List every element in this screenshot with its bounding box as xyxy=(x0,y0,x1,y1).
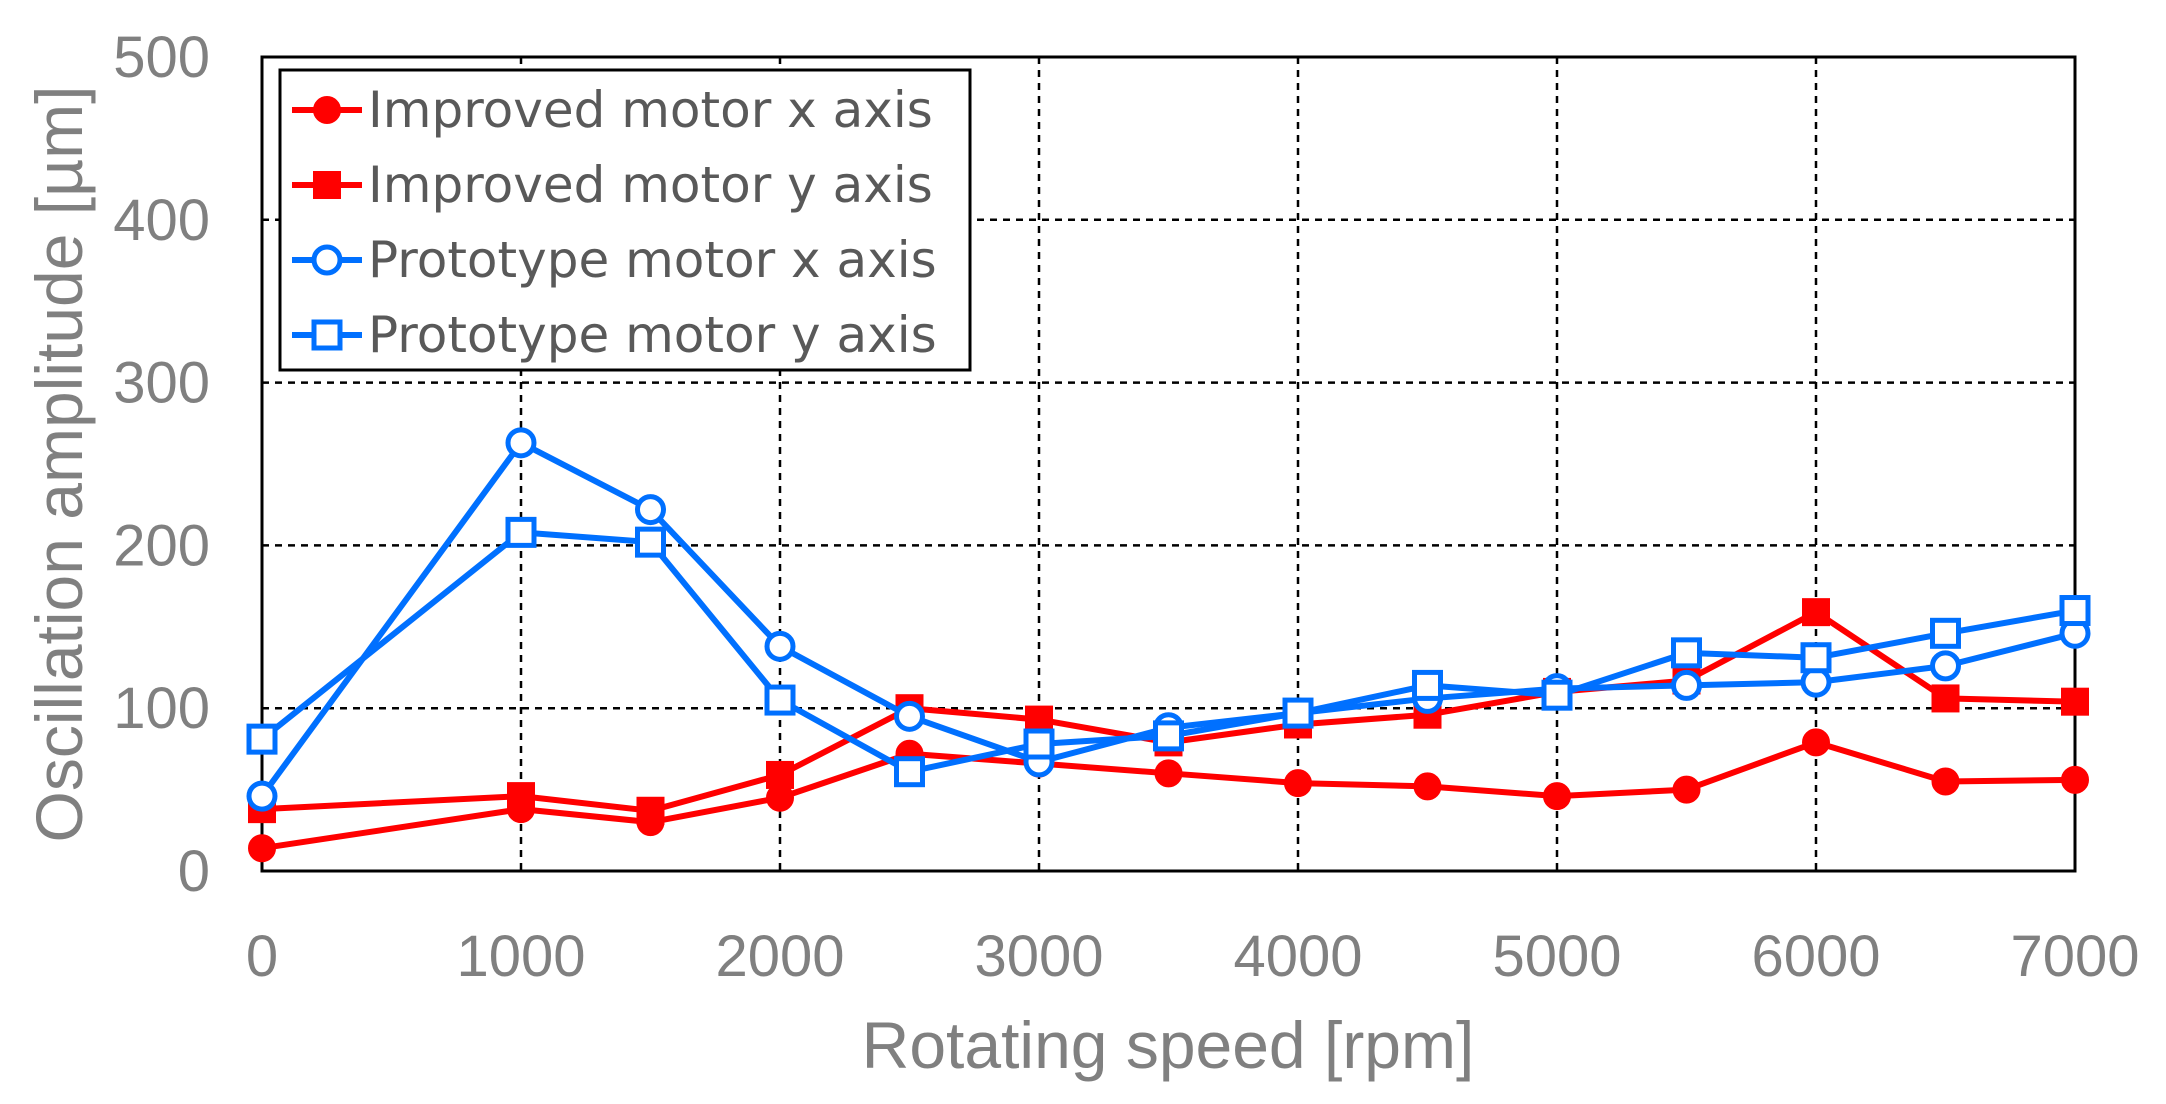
data-point xyxy=(1541,679,1573,711)
data-point xyxy=(1154,759,1183,788)
data-point xyxy=(505,516,537,548)
series-line xyxy=(261,739,2076,852)
data-point xyxy=(1802,728,1830,757)
data-point xyxy=(1931,767,1960,796)
y-axis-title: Oscillation amplitude [µm] xyxy=(22,86,96,843)
legend-label: Improved motor x axis xyxy=(368,81,933,139)
data-point xyxy=(1800,642,1832,674)
data-point xyxy=(1025,705,1053,734)
x-axis-title: Rotating speed [rpm] xyxy=(862,1008,1475,1082)
series-line xyxy=(259,439,2076,798)
data-point xyxy=(1671,669,1702,701)
y-tick-label: 0 xyxy=(178,839,210,904)
data-point xyxy=(246,723,278,755)
data-point xyxy=(1543,782,1571,811)
legend-label: Improved motor y axis xyxy=(368,156,933,214)
legend-box xyxy=(278,68,972,372)
plot-area-frame xyxy=(260,55,2077,873)
x-tick-label: 2000 xyxy=(715,924,844,989)
series-line xyxy=(261,609,2076,814)
legend-marker xyxy=(311,244,343,276)
data-point xyxy=(894,700,925,732)
data-point xyxy=(764,630,796,662)
data-point xyxy=(894,756,925,788)
legend-marker xyxy=(313,171,341,199)
data-point xyxy=(1930,650,1961,682)
y-tick-label: 400 xyxy=(113,188,210,253)
x-tick-label: 1000 xyxy=(456,924,585,989)
series-line xyxy=(260,529,2076,775)
y-tick-label: 300 xyxy=(113,351,210,416)
data-point xyxy=(1284,769,1312,798)
legend-entry: Prototype motor y axis xyxy=(292,306,937,364)
data-point xyxy=(1671,637,1702,669)
data-point xyxy=(1931,684,1960,713)
legend-label: Prototype motor y axis xyxy=(368,306,937,364)
data-point xyxy=(1802,598,1830,627)
legend-entry: Improved motor y axis xyxy=(292,156,933,214)
x-tick-label: 3000 xyxy=(974,924,1103,989)
data-point xyxy=(1930,617,1961,649)
data-point xyxy=(507,782,535,811)
series-4 xyxy=(246,516,2091,788)
data-point xyxy=(635,494,666,526)
series-2 xyxy=(248,598,2089,825)
tick-labels: 0 1000 2000 3000 4000 5000 6000 7000 0 100 200 300 4… xyxy=(113,25,2139,989)
data-point xyxy=(766,760,794,789)
data-point xyxy=(2061,765,2089,794)
data-point xyxy=(636,796,665,825)
data-point xyxy=(2061,687,2089,716)
legend-marker xyxy=(313,96,341,124)
x-tick-label: 5000 xyxy=(1492,924,1621,989)
data-point xyxy=(246,780,278,812)
y-tick-label: 100 xyxy=(113,676,210,741)
data-point xyxy=(1023,728,1055,760)
series-group xyxy=(246,427,2091,863)
y-tick-label: 500 xyxy=(113,25,210,90)
x-tick-label: 7000 xyxy=(2010,924,2139,989)
data-point xyxy=(1672,775,1701,804)
data-point xyxy=(2059,595,2091,627)
x-tick-label: 6000 xyxy=(1751,924,1880,989)
legend-label: Prototype motor x axis xyxy=(368,231,937,289)
data-point xyxy=(505,427,537,459)
data-point xyxy=(1282,697,1314,729)
y-tick-label: 200 xyxy=(113,513,210,578)
x-tick-label: 4000 xyxy=(1233,924,1362,989)
data-point xyxy=(1153,720,1184,752)
legend-entry: Improved motor x axis xyxy=(292,81,933,139)
data-point xyxy=(1412,669,1443,701)
legend: Improved motor x axis Improved motor y ax… xyxy=(278,68,972,372)
legend-marker xyxy=(311,319,343,351)
x-tick-label: 0 xyxy=(246,924,278,989)
legend-entry: Prototype motor x axis xyxy=(292,231,937,289)
data-point xyxy=(635,526,666,558)
data-point xyxy=(1413,772,1442,801)
data-point xyxy=(764,684,796,716)
data-point xyxy=(248,834,276,863)
